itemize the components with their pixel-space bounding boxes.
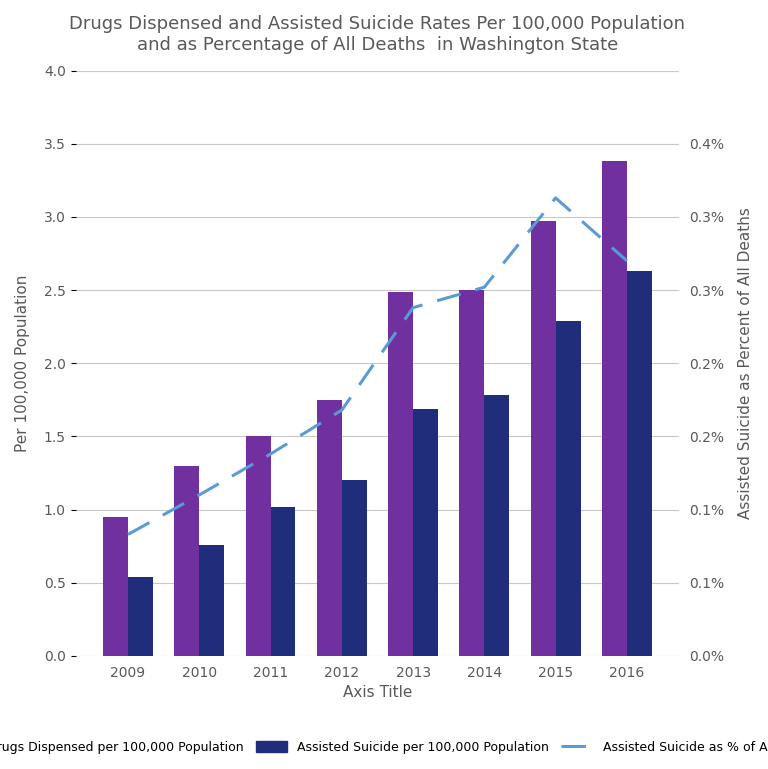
Bar bbox=[388, 291, 413, 656]
Legend: Drugs Dispensed per 100,000 Population, Assisted Suicide per 100,000 Population,: Drugs Dispensed per 100,000 Population, … bbox=[0, 736, 768, 759]
Assisted Suicide as % of All Deaths bbox=[124, 530, 133, 539]
Assisted Suicide as % of All Deaths bbox=[194, 491, 204, 500]
Bar bbox=[459, 290, 485, 656]
Bar bbox=[485, 395, 509, 656]
Bar bbox=[342, 481, 367, 656]
Assisted Suicide as % of All Deaths bbox=[622, 256, 631, 265]
Bar bbox=[199, 544, 224, 656]
Bar bbox=[317, 400, 342, 656]
Y-axis label: Assisted Suicide as Percent of All Deaths: Assisted Suicide as Percent of All Death… bbox=[738, 208, 753, 519]
Bar bbox=[128, 577, 153, 656]
Bar bbox=[174, 466, 199, 656]
Title: Drugs Dispensed and Assisted Suicide Rates Per 100,000 Population
and as Percent: Drugs Dispensed and Assisted Suicide Rat… bbox=[69, 15, 685, 54]
Bar bbox=[103, 517, 128, 656]
Bar bbox=[555, 321, 581, 656]
Bar bbox=[270, 507, 296, 656]
Assisted Suicide as % of All Deaths bbox=[266, 449, 275, 458]
Assisted Suicide as % of All Deaths bbox=[409, 303, 418, 312]
Assisted Suicide as % of All Deaths bbox=[337, 405, 346, 414]
Bar bbox=[627, 271, 652, 656]
Bar bbox=[602, 161, 627, 656]
Bar bbox=[413, 408, 438, 656]
Assisted Suicide as % of All Deaths bbox=[551, 193, 560, 202]
Y-axis label: Per 100,000 Population: Per 100,000 Population bbox=[15, 275, 30, 452]
X-axis label: Axis Title: Axis Title bbox=[343, 685, 412, 700]
Bar bbox=[531, 221, 555, 656]
Bar bbox=[246, 437, 270, 656]
Assisted Suicide as % of All Deaths bbox=[480, 282, 489, 291]
Line: Assisted Suicide as % of All Deaths: Assisted Suicide as % of All Deaths bbox=[128, 198, 627, 534]
